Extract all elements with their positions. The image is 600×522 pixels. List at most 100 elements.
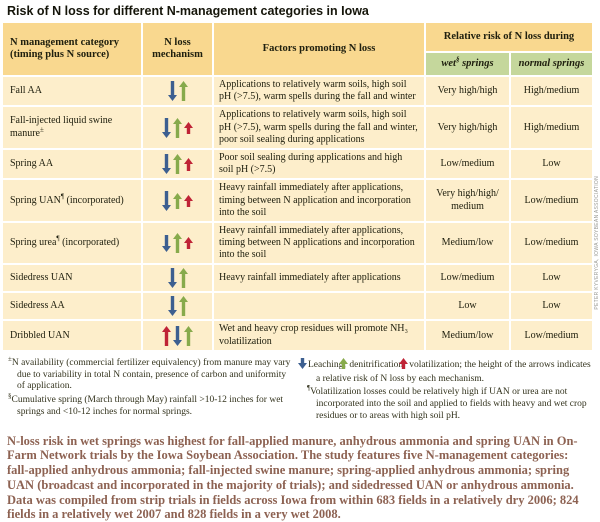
wet-springs-risk-cell: Medium/low xyxy=(426,321,509,350)
footnote-rainfall: §Cumulative spring (March through May) r… xyxy=(8,391,284,417)
category-cell: Sidedress AA xyxy=(3,293,141,320)
normal-springs-risk-cell: Low/medium xyxy=(511,222,592,264)
photo-credit: PETER KYVERYGA, IOWA SOYBEAN ASSOCIATION xyxy=(594,176,600,310)
up-arrow-icon xyxy=(184,325,193,346)
category-cell: Spring UAN¶ (incorporated) xyxy=(3,180,141,221)
footnotes-left-column: ±N availability (commercial fertilizer e… xyxy=(8,354,293,425)
down-arrow-icon xyxy=(162,117,171,138)
down-arrow-icon xyxy=(173,325,182,346)
table-row: Fall AA Applications to relatively warm s… xyxy=(3,77,592,106)
factors-cell: Applications to relatively warm soils, h… xyxy=(214,107,424,148)
mechanism-cell xyxy=(143,222,212,264)
table-row: Spring AA Poor soil sealing during applic… xyxy=(3,149,592,179)
up-arrow-icon xyxy=(178,296,188,317)
col-header-mechanism: N loss mechanism xyxy=(143,23,212,75)
wet-springs-risk-cell: Low xyxy=(426,293,509,320)
col-header-risk-group: Relative risk of N loss during xyxy=(426,23,592,51)
up-arrow-icon xyxy=(162,325,171,346)
footnotes-right-column: Leaching; denitrification; volatilizatio… xyxy=(298,357,592,425)
factors-cell: Wet and heavy crop residues will promote… xyxy=(214,321,424,350)
col-header-category-line2: (timing plus N source) xyxy=(10,49,110,60)
col-header-wet-springs: wet§ springs xyxy=(426,53,509,75)
normal-springs-risk-cell: High/medium xyxy=(511,77,592,106)
table-row: Dribbled UAN Wet and heavy crop residues … xyxy=(3,321,592,350)
wet-springs-risk-cell: Very high/high xyxy=(426,77,509,106)
category-cell: Fall-injected liquid swine manure± xyxy=(3,107,141,148)
up-arrow-icon xyxy=(184,237,193,250)
wet-footnote-marker: § xyxy=(455,55,460,64)
normal-springs-risk-cell: High/medium xyxy=(511,107,592,148)
footnote-manure-marker: ± xyxy=(8,354,12,363)
factors-cell: Heavy rainfall immediately after applica… xyxy=(214,222,424,264)
down-arrow-icon xyxy=(167,296,177,317)
footnote-volatilization-marker: ¶ xyxy=(307,384,311,393)
header-row: N management category (timing plus N sou… xyxy=(3,23,592,75)
up-arrow-icon xyxy=(173,117,182,138)
wet-springs-risk-cell: Very high/high/​medium xyxy=(426,180,509,221)
mechanism-cell xyxy=(143,293,212,320)
mechanism-cell xyxy=(143,77,212,106)
up-arrow-icon xyxy=(178,268,188,289)
arrow-legend: Leaching; denitrification; volatilizatio… xyxy=(298,357,592,386)
col-header-normal-springs: normal springs xyxy=(511,53,592,75)
col-header-mechanism-line1: N loss xyxy=(164,36,191,48)
up-arrow-icon xyxy=(184,121,193,134)
mechanism-cell xyxy=(143,149,212,179)
mechanism-cell xyxy=(143,107,212,148)
footnotes: ±N availability (commercial fertilizer e… xyxy=(0,352,600,425)
factors-cell: Heavy rainfall immediately after applica… xyxy=(214,265,424,292)
up-arrow-icon xyxy=(173,192,182,209)
table-row: Spring UAN¶ (incorporated) Heavy rainfall… xyxy=(3,180,592,221)
legend-tail-text: the height of the arrows indicates a rel… xyxy=(316,359,591,384)
subheader-row: wet§ springs normal springs xyxy=(3,53,592,75)
down-arrow-icon xyxy=(167,268,177,289)
category-cell: Fall AA xyxy=(3,77,141,106)
factors-cell: Poor soil sealing during applications an… xyxy=(214,149,424,179)
table-row: Fall-injected liquid swine manure± Applic… xyxy=(3,107,592,148)
footnote-manure: ±N availability (commercial fertilizer e… xyxy=(8,354,291,392)
up-arrow-icon xyxy=(339,357,349,369)
down-arrow-icon xyxy=(162,190,171,211)
page-title: Risk of N loss for different N-managemen… xyxy=(7,4,369,18)
factors-cell: Applications to relatively warm soils, h… xyxy=(214,77,424,106)
footnote-rainfall-marker: § xyxy=(8,391,12,400)
table-row: Sidedress AA Low Low xyxy=(3,293,592,320)
legend-leaching-label: Leaching; xyxy=(308,359,346,370)
down-arrow-icon xyxy=(162,154,171,175)
legend-denitrification-label: denitrification; xyxy=(349,359,406,370)
table-row: Spring urea¶ (incorporated) Heavy rainfal… xyxy=(3,222,592,264)
down-arrow-icon xyxy=(162,234,171,252)
summary-paragraph: N-loss risk in wet springs was highest f… xyxy=(7,433,579,522)
col-header-factors: Factors promoting N loss xyxy=(214,23,424,75)
table-row: Sidedress UAN Heavy rainfall immediately … xyxy=(3,265,592,292)
normal-springs-risk-cell: Low xyxy=(511,265,592,292)
footnote-volatilization: ¶Volatilization losses could be relative… xyxy=(307,384,587,421)
category-footnote-marker: ± xyxy=(40,125,44,134)
legend-volatilization-label: volatilization; xyxy=(409,359,462,370)
down-arrow-icon xyxy=(167,81,177,102)
category-cell: Sidedress UAN xyxy=(3,265,141,292)
col-header-category-line1: N management category xyxy=(10,36,120,48)
n-loss-table: N management category (timing plus N sou… xyxy=(1,21,594,352)
factors-cell xyxy=(214,293,424,320)
normal-springs-risk-cell: Low xyxy=(511,293,592,320)
normal-springs-risk-cell: Low/medium xyxy=(511,321,592,350)
category-footnote-marker: ¶ xyxy=(56,234,60,243)
up-arrow-icon xyxy=(178,81,188,102)
up-arrow-icon xyxy=(173,233,182,254)
category-cell: Spring AA xyxy=(3,149,141,179)
category-footnote-marker: ¶ xyxy=(60,192,65,201)
wet-springs-risk-cell: Very high/high xyxy=(426,107,509,148)
col-header-category: N management category (timing plus N sou… xyxy=(3,23,141,75)
category-cell: Dribbled UAN xyxy=(3,321,141,350)
down-arrow-icon xyxy=(298,357,307,369)
category-cell: Spring urea¶ (incorporated) xyxy=(3,222,141,264)
col-header-mechanism-line2: mechanism xyxy=(152,49,203,60)
up-arrow-icon xyxy=(173,154,182,175)
factors-cell: Heavy rainfall immediately after applica… xyxy=(214,180,424,221)
normal-springs-risk-cell: Low/medium xyxy=(511,180,592,221)
up-arrow-icon xyxy=(184,194,193,207)
up-arrow-icon xyxy=(399,357,409,369)
mechanism-cell xyxy=(143,265,212,292)
